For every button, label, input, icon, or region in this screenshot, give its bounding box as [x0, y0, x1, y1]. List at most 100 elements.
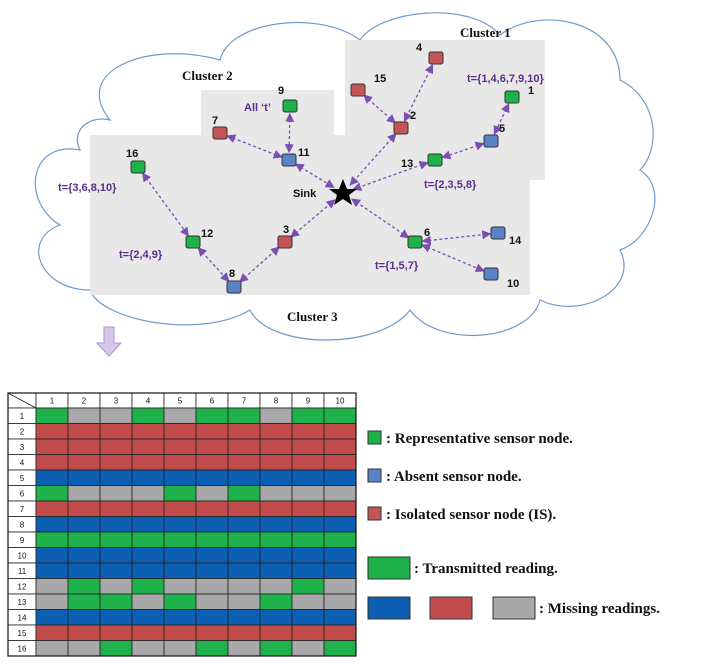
grid-cell-r2-c10	[323, 423, 357, 440]
sensor-node-label-14: 14	[509, 235, 522, 247]
grid-cell-r6-c7	[227, 485, 261, 502]
grid-cell-r16-c3	[99, 640, 133, 657]
grid-cell-r1-c8	[259, 407, 293, 424]
grid-cell-r8-c7	[227, 516, 261, 533]
grid-cell-r15-c1	[35, 624, 69, 641]
t-label-node-12: t={2,4,9}	[119, 249, 163, 261]
grid-cell-r15-c7	[227, 624, 261, 641]
grid-cell-r15-c5	[163, 624, 197, 641]
grid-cell-r13-c1	[35, 593, 69, 610]
grid-cell-r10-c7	[227, 547, 261, 564]
sensor-node-label-16: 16	[126, 148, 138, 160]
grid-row-header-5: 5	[20, 474, 25, 483]
grid-col-header-1: 1	[50, 397, 55, 406]
grid-cell-r2-c8	[259, 423, 293, 440]
grid-col-header-10: 10	[336, 397, 345, 406]
grid-cell-r11-c3	[99, 562, 133, 579]
sensor-node-label-2: 2	[410, 110, 416, 122]
grid-cell-r4-c6	[195, 454, 229, 471]
sensor-node-15	[350, 83, 366, 97]
grid-cell-r14-c8	[259, 609, 293, 626]
grid-corner-diagonal	[7, 392, 37, 409]
legend-isolated-text: : Isolated sensor node (IS).	[386, 507, 556, 523]
legend-absent-swatch	[367, 468, 382, 483]
grid-cell-r9-c1	[35, 531, 69, 548]
grid-cell-r9-c9	[291, 531, 325, 548]
grid-cell-r9-c8	[259, 531, 293, 548]
grid-cell-r4-c1	[35, 454, 69, 471]
edge-6-10	[421, 243, 485, 273]
grid-cell-r7-c8	[259, 500, 293, 517]
grid-cell-r7-c1	[35, 500, 69, 517]
grid-cell-r7-c10	[323, 500, 357, 517]
grid-cell-r8-c3	[99, 516, 133, 533]
sensor-node-11	[281, 153, 297, 167]
grid-cell-r16-c9	[291, 640, 325, 657]
grid-cell-r9-c10	[323, 531, 357, 548]
grid-cell-r4-c3	[99, 454, 133, 471]
grid-cell-r12-c8	[259, 578, 293, 595]
grid-cell-r10-c8	[259, 547, 293, 564]
grid-cell-r10-c9	[291, 547, 325, 564]
grid-cell-r8-c9	[291, 516, 325, 533]
grid-cell-r5-c4	[131, 469, 165, 486]
sensor-node-label-6: 6	[424, 227, 430, 239]
grid-border	[7, 392, 357, 657]
grid-row-header-6: 6	[20, 490, 25, 499]
grid-row-header-14: 14	[18, 614, 27, 623]
edge-6-14	[421, 230, 492, 245]
edge-7-11	[226, 134, 283, 159]
grid-cell-r4-c9	[291, 454, 325, 471]
down-arrow-icon	[95, 326, 123, 357]
sensor-node-label-9: 9	[278, 85, 284, 97]
grid-cell-r11-c6	[195, 562, 229, 579]
grid-cell-r5-c10	[323, 469, 357, 486]
sensor-node-label-5: 5	[499, 123, 505, 135]
grid-cell-r14-c9	[291, 609, 325, 626]
grid-cell-r3-c8	[259, 438, 293, 455]
grid-cell-r10-c6	[195, 547, 229, 564]
grid-cell-r14-c3	[99, 609, 133, 626]
grid-cell-r16-c10	[323, 640, 357, 657]
grid-cell-r1-c3	[99, 407, 133, 424]
t-label-node-13: t={2,3,5,8}	[424, 179, 477, 191]
t-label-node-9: All ‘t’	[244, 102, 271, 114]
grid-cell-r13-c6	[195, 593, 229, 610]
grid-cell-r11-c5	[163, 562, 197, 579]
grid-row-header-13: 13	[18, 598, 27, 607]
grid-cell-r12-c4	[131, 578, 165, 595]
sink-star-icon	[329, 179, 357, 205]
grid-cell-r14-c2	[67, 609, 101, 626]
grid-cell-r2-c5	[163, 423, 197, 440]
cluster-3-label: Cluster 3	[287, 309, 338, 324]
grid-cell-r1-c7	[227, 407, 261, 424]
edge-3-sink	[290, 199, 336, 238]
grid-cell-r10-c10	[323, 547, 357, 564]
edge-5-13	[441, 141, 485, 160]
grid-cell-r12-c6	[195, 578, 229, 595]
grid-col-header-8: 8	[274, 397, 279, 406]
edge-6-sink	[351, 198, 410, 239]
grid-cell-r8-c4	[131, 516, 165, 533]
grid-cell-r3-c5	[163, 438, 197, 455]
sensor-node-label-4: 4	[416, 42, 423, 54]
grid-cell-r12-c10	[323, 578, 357, 595]
legend: : Representative sensor node. : Absent s…	[367, 430, 660, 620]
legend-missing-blue-swatch	[367, 596, 411, 620]
grid-cell-r5-c5	[163, 469, 197, 486]
sensor-node-8	[226, 280, 242, 294]
grid-cell-r6-c8	[259, 485, 293, 502]
grid-row-header-12: 12	[18, 583, 27, 592]
grid-cell-r11-c4	[131, 562, 165, 579]
grid-col-header-5: 5	[178, 397, 183, 406]
grid-cell-r4-c7	[227, 454, 261, 471]
grid-cell-r6-c9	[291, 485, 325, 502]
grid-row-header-9: 9	[20, 536, 25, 545]
grid-cell-r16-c6	[195, 640, 229, 657]
grid-cell-r10-c3	[99, 547, 133, 564]
sensor-node-label-7: 7	[212, 115, 218, 127]
grid-row-header-11: 11	[18, 567, 27, 576]
edges-layer	[141, 63, 510, 283]
sensor-node-10	[483, 267, 499, 281]
